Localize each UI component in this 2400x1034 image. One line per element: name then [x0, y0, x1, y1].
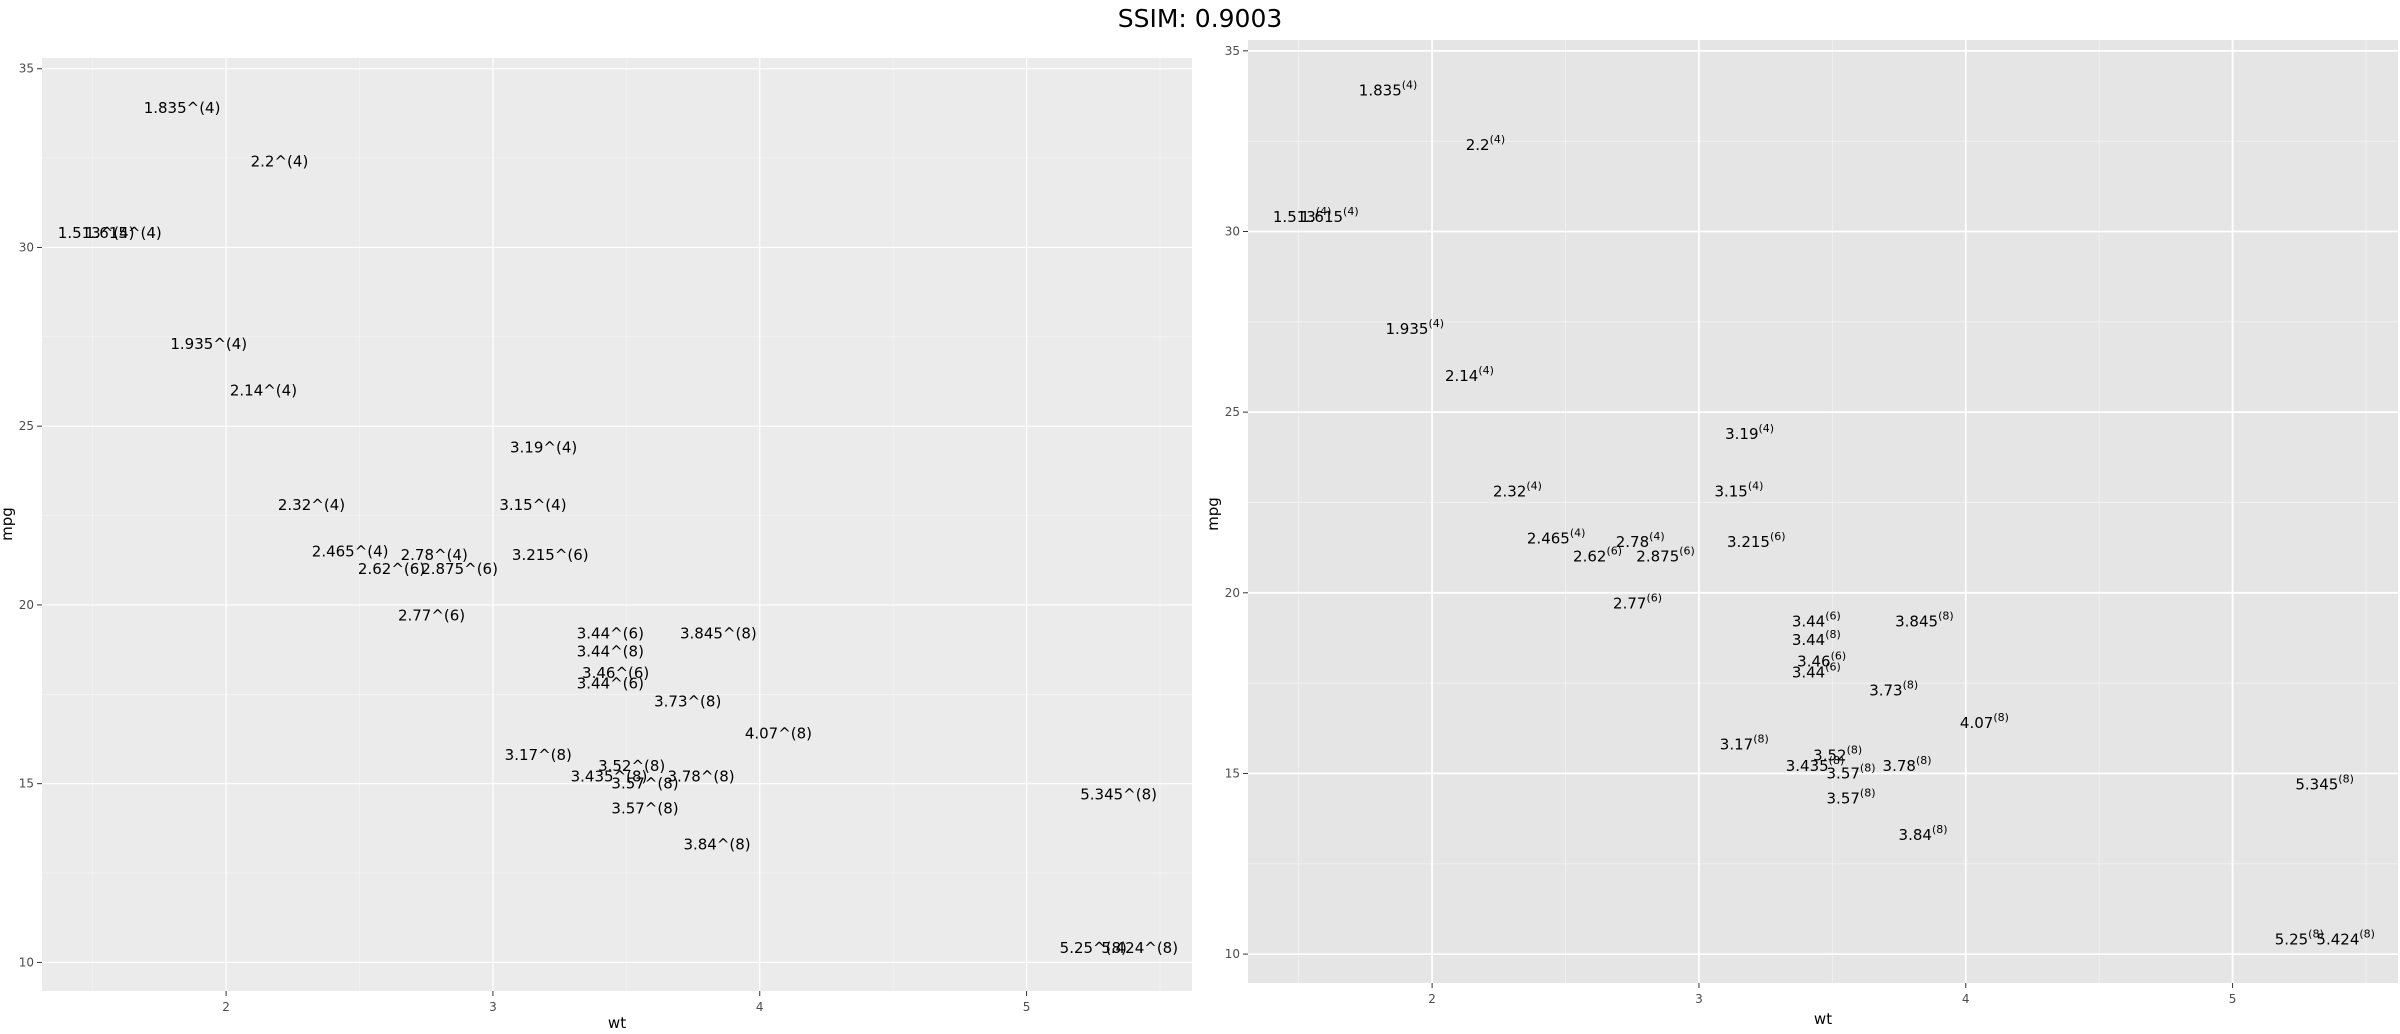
point-label: 3.73(8)	[1869, 678, 1918, 699]
y-tick-label: 35	[19, 62, 34, 76]
x-tick-label: 2	[222, 1000, 230, 1014]
point-label: 5.25^(8)	[1060, 939, 1127, 957]
point-label: 3.44(6)	[1792, 660, 1841, 681]
point-label: 3.57(8)	[1827, 761, 1876, 782]
x-tick-label: 3	[1695, 992, 1703, 1006]
point-label: 3.845(8)	[1895, 610, 1954, 631]
y-tick-label: 20	[1225, 586, 1240, 600]
point-label: 1.615^(4)	[85, 224, 162, 242]
x-axis-title: wt	[1814, 1010, 1832, 1028]
point-label: 1.935^(4)	[170, 335, 247, 353]
point-label: 3.435^(8)	[571, 768, 648, 786]
point-label: 3.57^(8)	[611, 775, 678, 793]
x-tick-label: 5	[1023, 1000, 1031, 1014]
point-label: 2.14^(4)	[230, 381, 297, 399]
y-tick-label: 30	[1225, 224, 1240, 238]
point-label: 3.78^(8)	[667, 768, 734, 786]
x-tick-label: 2	[1428, 992, 1436, 1006]
x-tick-label: 5	[2229, 992, 2237, 1006]
point-label: 2.78^(4)	[401, 546, 468, 564]
point-label: 3.57^(8)	[611, 800, 678, 818]
point-label: 2.78(4)	[1616, 530, 1665, 551]
y-tick-label: 25	[19, 419, 34, 433]
point-label: 1.615(4)	[1300, 205, 1359, 226]
point-label: 3.46^(6)	[582, 664, 649, 682]
point-label: 5.345(8)	[2295, 772, 2354, 793]
y-tick-label: 35	[1225, 44, 1240, 58]
point-label: 1.835(4)	[1359, 79, 1418, 100]
point-label: 3.19(4)	[1725, 422, 1774, 443]
point-label: 3.44(6)	[1792, 610, 1841, 631]
y-tick-label: 15	[19, 777, 34, 791]
point-label: 3.435(8)	[1786, 754, 1845, 775]
point-label: 1.513^(4)	[58, 224, 135, 242]
point-label: 3.84^(8)	[683, 835, 750, 853]
y-tick-label: 10	[19, 955, 34, 969]
point-label: 4.07(8)	[1960, 711, 2009, 732]
y-tick-label: 30	[19, 240, 34, 254]
point-label: 2.875^(6)	[421, 560, 498, 578]
point-label: 3.52(8)	[1813, 743, 1862, 764]
y-tick-label: 25	[1225, 405, 1240, 419]
point-label: 3.19^(4)	[510, 439, 577, 457]
plot-panel	[42, 58, 1192, 991]
point-label: 3.78(8)	[1883, 754, 1932, 775]
point-label: 3.17^(8)	[505, 746, 572, 764]
y-axis-title: mpg	[1204, 497, 1222, 531]
point-label: 2.875(6)	[1636, 545, 1695, 566]
point-label: 1.835^(4)	[144, 99, 221, 117]
point-label: 2.465^(4)	[312, 542, 389, 560]
y-axis-title: mpg	[0, 507, 16, 541]
point-label: 2.62(6)	[1573, 545, 1622, 566]
y-tick-label: 10	[1225, 947, 1240, 961]
x-axis-title: wt	[608, 1014, 626, 1032]
point-label: 3.44^(8)	[577, 642, 644, 660]
point-label: 3.15^(4)	[499, 496, 566, 514]
point-label: 2.77^(6)	[398, 607, 465, 625]
point-label: 5.345^(8)	[1080, 785, 1157, 803]
point-label: 5.424^(8)	[1101, 939, 1178, 957]
point-label: 1.935(4)	[1385, 317, 1444, 338]
point-label: 1.513(4)	[1273, 205, 1332, 226]
point-label: 2.32(4)	[1493, 480, 1542, 501]
plot-panel	[1248, 40, 2398, 983]
left-scatter-plot: 2 3 4 5101520253035wtmpg2.62^(6)2.875^(6)2.…	[0, 58, 1192, 1032]
point-label: 3.17(8)	[1720, 733, 1769, 754]
point-label: 4.07^(8)	[745, 725, 812, 743]
figure-title: SSIM: 0.9003	[1117, 4, 1283, 33]
point-label: 2.77(6)	[1613, 592, 1662, 613]
point-label: 3.44^(6)	[577, 625, 644, 643]
x-tick-label: 3	[489, 1000, 497, 1014]
point-label: 2.2^(4)	[251, 153, 309, 171]
point-label: 3.73^(8)	[654, 692, 721, 710]
point-label: 2.62^(6)	[358, 560, 425, 578]
point-label: 3.845^(8)	[680, 625, 757, 643]
point-label: 3.84(8)	[1899, 823, 1948, 844]
point-label: 3.57(8)	[1827, 787, 1876, 808]
x-tick-label: 4	[756, 1000, 764, 1014]
right-scatter-plot: 2 3 4 5 10 15 20 25 30 35 wt mpg 2.62(6) 2.875(6) 2.32…	[1204, 40, 2398, 1028]
point-label: 3.44(8)	[1792, 628, 1841, 649]
y-tick-label: 20	[19, 598, 34, 612]
point-label: 3.215^(6)	[512, 546, 589, 564]
point-label: 3.44^(6)	[577, 675, 644, 693]
y-tick-label: 15	[1225, 766, 1240, 780]
point-label: 2.32^(4)	[278, 496, 345, 514]
point-label: 2.465(4)	[1527, 527, 1586, 548]
point-label: 3.15(4)	[1714, 480, 1763, 501]
point-label: 2.14(4)	[1445, 364, 1494, 385]
point-label: 5.25(8)	[2275, 928, 2324, 949]
point-label: 2.2(4)	[1466, 133, 1505, 154]
point-label: 5.424(8)	[2316, 928, 2375, 949]
point-label: 3.52^(8)	[598, 757, 665, 775]
point-label: 3.46(6)	[1797, 649, 1846, 670]
x-tick-label: 4	[1962, 992, 1970, 1006]
point-label: 3.215(6)	[1727, 530, 1786, 551]
